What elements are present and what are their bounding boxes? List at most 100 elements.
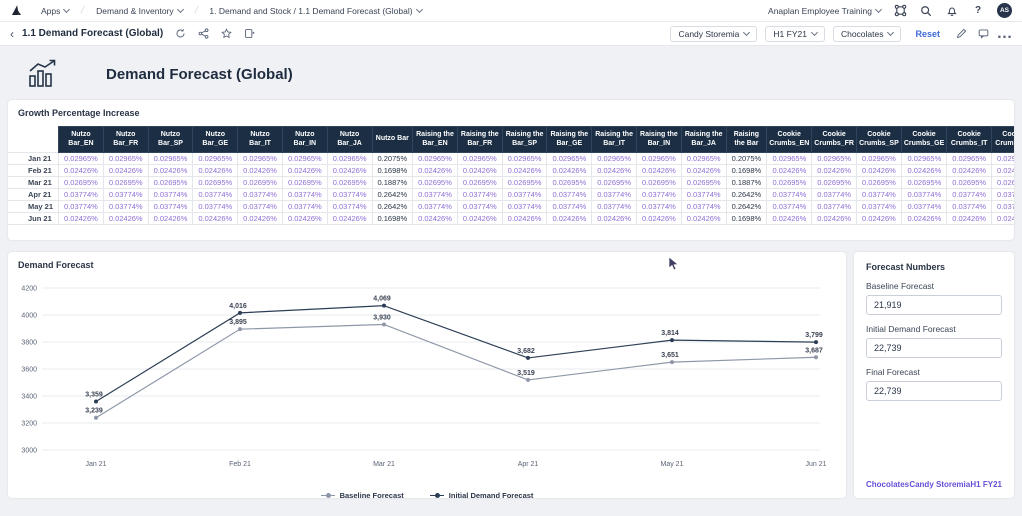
column-header[interactable]: Nutzo Bar_FR xyxy=(102,126,149,153)
detail-value-cell[interactable]: 0.03774% xyxy=(946,188,993,201)
data-point[interactable] xyxy=(814,355,818,360)
detail-value-cell[interactable]: 0.02426% xyxy=(412,212,458,225)
detail-value-cell[interactable]: 0.02426% xyxy=(636,164,682,177)
detail-value-cell[interactable]: 0.02695% xyxy=(412,176,458,189)
account-menu[interactable]: Anaplan Employee Training xyxy=(768,6,883,16)
user-avatar[interactable]: AS xyxy=(997,3,1012,18)
detail-value-cell[interactable]: 0.02426% xyxy=(591,164,638,177)
detail-value-cell[interactable]: 0.02426% xyxy=(456,164,503,177)
data-point[interactable] xyxy=(238,327,242,332)
detail-value-cell[interactable]: 0.03774% xyxy=(281,188,328,201)
detail-value-cell[interactable]: 0.03774% xyxy=(900,200,948,213)
detail-value-cell[interactable]: 0.03774% xyxy=(58,200,104,213)
detail-value-cell[interactable]: 0.03774% xyxy=(456,200,503,213)
detail-value-cell[interactable]: 0.03774% xyxy=(591,188,638,201)
comments-icon[interactable] xyxy=(976,27,990,41)
context-link-chocolates[interactable]: Chocolates xyxy=(866,480,910,489)
column-header[interactable]: Nutzo Bar_EN xyxy=(58,126,104,153)
aggregate-value-cell[interactable]: 0.1698% xyxy=(371,212,414,225)
detail-value-cell[interactable]: 0.03774% xyxy=(946,200,993,213)
detail-value-cell[interactable]: 0.02965% xyxy=(412,152,458,165)
detail-value-cell[interactable]: 0.03774% xyxy=(456,188,503,201)
selector-chocolates[interactable]: Chocolates xyxy=(832,25,902,42)
detail-value-cell[interactable]: 0.03774% xyxy=(192,200,239,213)
detail-value-cell[interactable]: 0.03774% xyxy=(326,200,373,213)
aggregate-value-cell[interactable]: 0.2075% xyxy=(725,152,768,165)
detail-value-cell[interactable]: 0.02965% xyxy=(946,152,993,165)
detail-value-cell[interactable]: 0.02426% xyxy=(412,164,458,177)
duplicate-page-icon[interactable] xyxy=(242,27,256,41)
baseline-forecast-input[interactable] xyxy=(866,295,1002,315)
column-header[interactable]: Nutzo Bar_IN xyxy=(281,126,328,153)
detail-value-cell[interactable]: 0.02965% xyxy=(192,152,239,165)
detail-value-cell[interactable]: 0.03774% xyxy=(991,188,1014,201)
favorite-star-icon[interactable] xyxy=(219,27,233,41)
final-forecast-input[interactable] xyxy=(866,381,1002,401)
detail-value-cell[interactable]: 0.02965% xyxy=(766,152,813,165)
detail-value-cell[interactable]: 0.02695% xyxy=(636,176,682,189)
more-options-icon[interactable]: … xyxy=(996,24,1014,42)
detail-value-cell[interactable]: 0.03774% xyxy=(326,188,373,201)
detail-value-cell[interactable]: 0.02965% xyxy=(281,152,328,165)
detail-value-cell[interactable]: 0.03774% xyxy=(636,200,682,213)
column-header[interactable]: Cookie Crumbs_FR xyxy=(811,126,858,153)
detail-value-cell[interactable]: 0.02965% xyxy=(856,152,902,165)
detail-value-cell[interactable]: 0.03774% xyxy=(281,200,328,213)
search-icon[interactable] xyxy=(919,4,933,18)
detail-value-cell[interactable]: 0.02695% xyxy=(326,176,373,189)
help-icon[interactable]: ? xyxy=(974,5,982,16)
detail-value-cell[interactable]: 0.02965% xyxy=(680,152,727,165)
detail-value-cell[interactable]: 0.02426% xyxy=(102,212,149,225)
detail-value-cell[interactable]: 0.02695% xyxy=(946,176,993,189)
detail-value-cell[interactable]: 0.02965% xyxy=(147,152,194,165)
detail-value-cell[interactable]: 0.02426% xyxy=(900,164,948,177)
column-header[interactable]: Raising the Bar_FR xyxy=(456,126,503,153)
detail-value-cell[interactable]: 0.02695% xyxy=(501,176,548,189)
detail-value-cell[interactable]: 0.02965% xyxy=(636,152,682,165)
detail-value-cell[interactable]: 0.03774% xyxy=(102,188,149,201)
detail-value-cell[interactable]: 0.02426% xyxy=(991,164,1014,177)
data-point[interactable] xyxy=(382,303,386,308)
detail-value-cell[interactable]: 0.02695% xyxy=(546,176,593,189)
detail-value-cell[interactable]: 0.02426% xyxy=(680,212,727,225)
detail-value-cell[interactable]: 0.03774% xyxy=(102,200,149,213)
detail-value-cell[interactable]: 0.02426% xyxy=(546,212,593,225)
detail-value-cell[interactable]: 0.02426% xyxy=(856,212,902,225)
page-path-menu[interactable]: 1. Demand and Stock / 1.1 Demand Forecas… xyxy=(209,6,423,16)
data-point[interactable] xyxy=(670,360,674,365)
detail-value-cell[interactable]: 0.02426% xyxy=(991,212,1014,225)
column-header[interactable]: Raising the Bar_GE xyxy=(546,126,593,153)
column-header[interactable]: Cookie Crumbs_SP xyxy=(856,126,902,153)
aggregate-value-cell[interactable]: 0.2642% xyxy=(725,200,768,213)
detail-value-cell[interactable]: 0.03774% xyxy=(991,200,1014,213)
detail-value-cell[interactable]: 0.03774% xyxy=(856,188,902,201)
detail-value-cell[interactable]: 0.02965% xyxy=(456,152,503,165)
detail-value-cell[interactable]: 0.02695% xyxy=(192,176,239,189)
data-point[interactable] xyxy=(94,399,98,404)
detail-value-cell[interactable]: 0.02965% xyxy=(591,152,638,165)
detail-value-cell[interactable]: 0.02965% xyxy=(811,152,858,165)
data-point[interactable] xyxy=(670,338,674,343)
initial-demand-forecast-input[interactable] xyxy=(866,338,1002,358)
detail-value-cell[interactable]: 0.03774% xyxy=(546,188,593,201)
detail-value-cell[interactable]: 0.02695% xyxy=(991,176,1014,189)
column-header[interactable]: Raising the Bar_IN xyxy=(636,126,682,153)
detail-value-cell[interactable]: 0.02965% xyxy=(900,152,948,165)
workflow-icon[interactable] xyxy=(893,4,907,18)
aggregate-value-cell[interactable]: 0.1887% xyxy=(371,176,414,189)
detail-value-cell[interactable]: 0.03774% xyxy=(501,188,548,201)
row-label[interactable]: Jun 21 xyxy=(8,212,60,225)
context-link-h1-fy21[interactable]: H1 FY21 xyxy=(970,480,1002,489)
detail-value-cell[interactable]: 0.03774% xyxy=(237,200,283,213)
apps-menu[interactable]: Apps xyxy=(41,6,71,16)
detail-value-cell[interactable]: 0.03774% xyxy=(591,200,638,213)
column-header[interactable]: Raising the Bar_EN xyxy=(412,126,458,153)
legend-item-initial-demand[interactable]: Initial Demand Forecast xyxy=(429,491,533,500)
edit-pencil-icon[interactable] xyxy=(954,27,968,41)
column-header-aggregate[interactable]: Nutzo Bar xyxy=(371,126,414,153)
row-label[interactable]: Feb 21 xyxy=(8,164,60,177)
detail-value-cell[interactable]: 0.02426% xyxy=(811,212,858,225)
detail-value-cell[interactable]: 0.02426% xyxy=(501,212,548,225)
detail-value-cell[interactable]: 0.02426% xyxy=(766,212,813,225)
detail-value-cell[interactable]: 0.03774% xyxy=(856,200,902,213)
